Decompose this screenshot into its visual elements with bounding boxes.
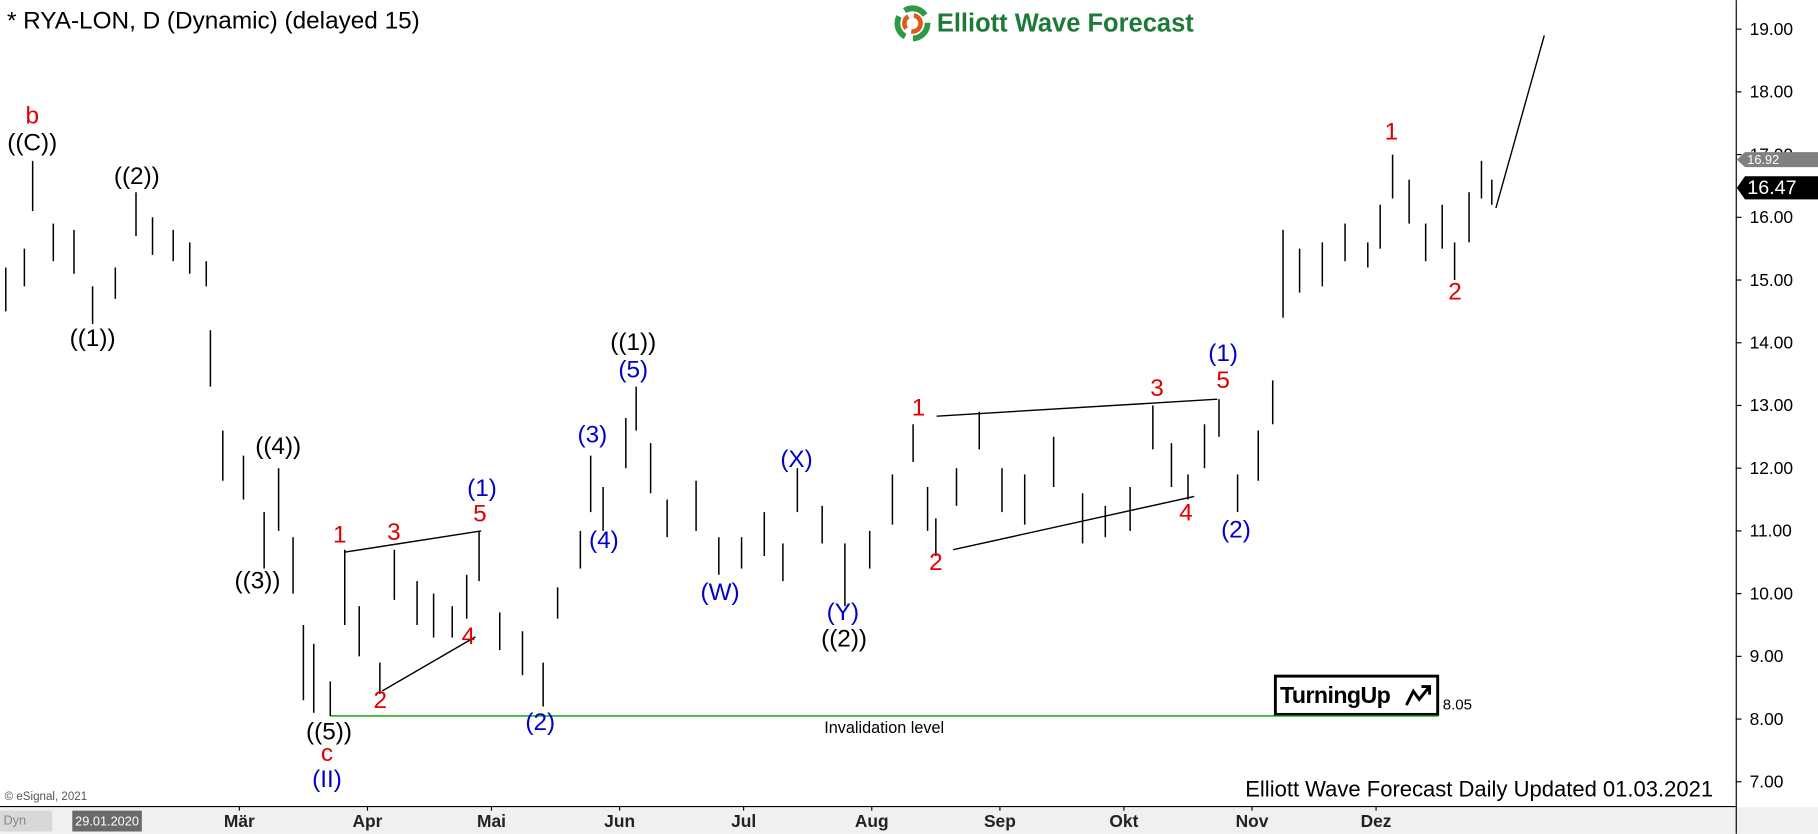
trend-line [936,398,1218,417]
wave-label: (W) [700,579,739,606]
y-tick-label: 15.00 [1750,270,1793,290]
logo-text: Elliott Wave Forecast [937,9,1194,37]
trend-line [344,530,482,553]
wave-label: (2) [525,709,555,736]
y-tick-label: 11.00 [1750,521,1792,541]
wave-label: 5 [1216,367,1230,394]
wave-label: 5 [473,501,487,528]
copyright: © eSignal, 2021 [5,791,88,803]
mode-label: Dyn [3,812,26,827]
y-tick-label: 10.00 [1750,583,1793,603]
wave-label: 2 [1448,279,1462,306]
invalidation-value: 8.05 [1443,696,1472,713]
wave-label: ((3)) [235,568,281,595]
wave-label: 4 [1179,499,1193,526]
x-tick-label: Nov [1236,811,1269,831]
x-tick-label: Mär [224,811,255,831]
x-tick-label: Mai [477,811,506,831]
trend-line [953,495,1195,551]
x-tick-label: Aug [855,811,889,831]
price-tag-label: 16.92 [1747,152,1779,167]
wave-label: ((2)) [114,163,160,190]
wave-label: ((2)) [821,625,867,652]
wave-label: (3) [577,422,607,449]
wave-label: (4) [589,527,619,554]
wave-label: (X) [780,446,812,473]
wave-label: 3 [387,519,401,546]
trend-line [1495,35,1545,209]
wave-label: b [25,102,39,129]
price-tag-label: 16.47 [1747,177,1796,199]
wave-label: ((C)) [7,129,57,156]
x-tick-label: Okt [1109,811,1138,831]
x-tick-label: Apr [353,811,383,831]
wave-label: c [321,740,333,767]
chart-title: * RYA-LON, D (Dynamic) (delayed 15) [7,8,420,35]
wave-label: 1 [333,521,347,548]
wave-label: (1) [1208,340,1238,367]
wave-label: ((5)) [306,718,352,745]
wave-label: 1 [1385,119,1399,146]
badge-arrow [1405,685,1432,706]
x-axis-strip [0,807,1818,834]
invalidation-label: Invalidation level [824,719,944,737]
y-tick-label: 14.00 [1750,333,1793,353]
x-tick-label: Jun [604,811,635,831]
wave-label: ((1)) [70,325,116,352]
wave-label: (5) [618,356,648,383]
wave-label: 1 [912,395,926,422]
x-tick-label: Dez [1361,811,1392,831]
y-tick-label: 7.00 [1750,772,1784,792]
wave-label: 2 [929,549,943,576]
wave-label: 3 [1150,375,1164,402]
wave-label: (Y) [827,599,859,626]
wave-label: (II) [312,766,342,793]
price-tag [1736,152,1818,168]
x-tick-label: Jul [731,811,756,831]
wave-label: (2) [1221,516,1251,543]
logo-icon [894,5,931,42]
wave-label: (1) [467,475,497,502]
trend-line [382,636,476,692]
y-tick-label: 16.00 [1750,207,1793,227]
x-tick-label: Sep [984,811,1016,831]
y-tick-label: 18.00 [1750,82,1793,102]
logo-icon-inner [902,12,923,34]
wave-label: ((1)) [610,329,656,356]
wave-label: 2 [374,687,388,714]
logo: Elliott Wave Forecast [894,5,1194,42]
date-marker-box [72,810,142,832]
footer: Elliott Wave Forecast Daily Updated 01.0… [1245,777,1713,802]
y-tick-label: 19.00 [1750,19,1793,39]
date-marker-label: 29.01.2020 [75,814,139,829]
wave-label: ((4)) [255,433,301,460]
y-tick-label: 12.00 [1750,458,1793,478]
price-tag [1736,176,1818,200]
y-tick-label: 9.00 [1750,646,1784,666]
badge-text: TurningUp [1280,682,1391,708]
wave-label: 4 [462,623,476,650]
mode-box [0,810,53,832]
y-tick-label: 13.00 [1750,395,1793,415]
y-tick-label: 8.00 [1750,709,1784,729]
